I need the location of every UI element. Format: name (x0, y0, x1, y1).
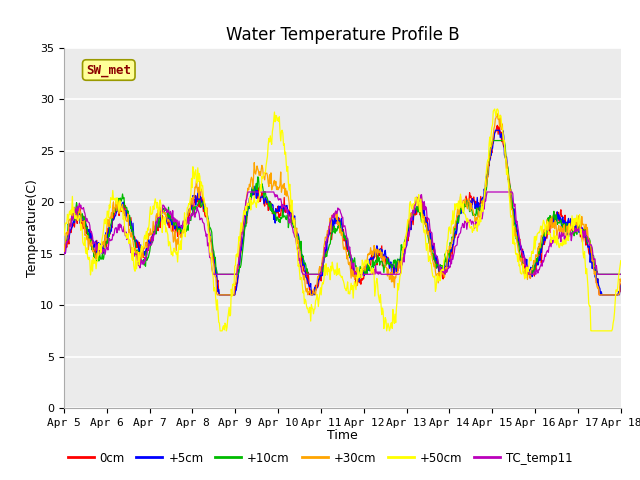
Y-axis label: Temperature(C): Temperature(C) (26, 179, 39, 277)
Title: Water Temperature Profile B: Water Temperature Profile B (225, 25, 460, 44)
Text: SW_met: SW_met (86, 63, 131, 76)
X-axis label: Time: Time (327, 429, 358, 442)
Legend: 0cm, +5cm, +10cm, +30cm, +50cm, TC_temp11: 0cm, +5cm, +10cm, +30cm, +50cm, TC_temp1… (63, 447, 577, 469)
